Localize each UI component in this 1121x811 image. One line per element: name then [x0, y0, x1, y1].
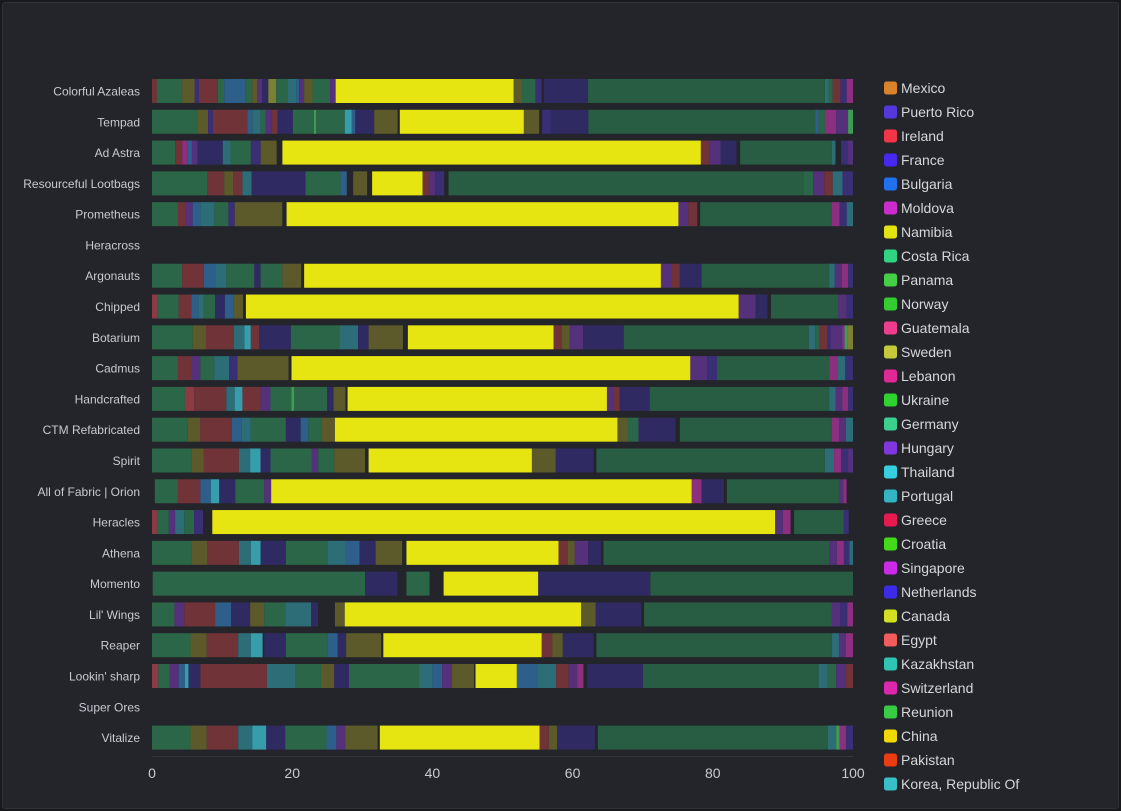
svg-text:Greece: Greece	[901, 512, 947, 528]
svg-text:Tempad: Tempad	[97, 115, 140, 129]
svg-text:0: 0	[148, 765, 156, 781]
svg-text:Lil' Wings: Lil' Wings	[89, 608, 140, 622]
svg-text:Handcrafted: Handcrafted	[75, 392, 140, 406]
svg-text:Reaper: Reaper	[101, 639, 140, 653]
svg-text:Lookin' sharp: Lookin' sharp	[69, 670, 140, 684]
svg-text:Croatia: Croatia	[901, 536, 946, 552]
svg-text:Botarium: Botarium	[92, 331, 140, 345]
svg-text:China: China	[901, 728, 938, 744]
svg-text:Thailand: Thailand	[901, 464, 955, 480]
svg-text:Norway: Norway	[901, 296, 948, 312]
svg-text:Namibia: Namibia	[901, 224, 953, 240]
svg-text:Egypt: Egypt	[901, 632, 937, 648]
svg-text:Argonauts: Argonauts	[85, 269, 140, 283]
svg-text:Ireland: Ireland	[901, 128, 944, 144]
svg-text:Korea, Republic Of: Korea, Republic Of	[901, 776, 1019, 792]
svg-text:Cadmus: Cadmus	[95, 362, 140, 376]
svg-text:Ukraine: Ukraine	[901, 392, 949, 408]
svg-text:Bulgaria: Bulgaria	[901, 176, 953, 192]
svg-text:Moldova: Moldova	[901, 200, 954, 216]
svg-text:Spirit: Spirit	[113, 454, 141, 468]
svg-text:Costa Rica: Costa Rica	[901, 248, 970, 264]
svg-text:80: 80	[705, 765, 721, 781]
svg-text:Switzerland: Switzerland	[901, 680, 973, 696]
svg-text:Heracles: Heracles	[93, 516, 140, 530]
svg-text:Colorful Azaleas: Colorful Azaleas	[53, 85, 140, 99]
svg-text:100: 100	[841, 765, 865, 781]
svg-text:Lebanon: Lebanon	[901, 368, 956, 384]
svg-text:20: 20	[284, 765, 300, 781]
svg-text:Puerto Rico: Puerto Rico	[901, 104, 974, 120]
svg-text:Panama: Panama	[901, 272, 953, 288]
svg-text:Super Ores: Super Ores	[79, 700, 140, 714]
svg-text:Kazakhstan: Kazakhstan	[901, 656, 974, 672]
svg-text:Resourceful Lootbags: Resourceful Lootbags	[23, 177, 140, 191]
svg-text:Hungary: Hungary	[901, 440, 954, 456]
svg-text:Guatemala: Guatemala	[901, 320, 970, 336]
svg-text:Portugal: Portugal	[901, 488, 953, 504]
svg-text:Reunion: Reunion	[901, 704, 953, 720]
svg-text:40: 40	[425, 765, 441, 781]
svg-text:Mexico: Mexico	[901, 80, 946, 96]
svg-text:Prometheus: Prometheus	[75, 208, 140, 222]
svg-text:Chipped: Chipped	[95, 300, 140, 314]
svg-text:Ad Astra: Ad Astra	[95, 146, 141, 160]
svg-text:Vitalize: Vitalize	[102, 731, 141, 745]
svg-text:France: France	[901, 152, 945, 168]
svg-text:Sweden: Sweden	[901, 344, 952, 360]
svg-text:Momento: Momento	[90, 577, 140, 591]
svg-text:Canada: Canada	[901, 608, 950, 624]
svg-text:Netherlands: Netherlands	[901, 584, 977, 600]
svg-text:Germany: Germany	[901, 416, 959, 432]
svg-text:Athena: Athena	[102, 546, 140, 560]
svg-text:Heracross: Heracross	[85, 238, 140, 252]
svg-text:Singapore: Singapore	[901, 560, 965, 576]
svg-text:60: 60	[565, 765, 581, 781]
svg-text:Pakistan: Pakistan	[901, 752, 955, 768]
svg-text:All of Fabric | Orion: All of Fabric | Orion	[38, 485, 140, 499]
svg-text:CTM Refabricated: CTM Refabricated	[43, 423, 140, 437]
